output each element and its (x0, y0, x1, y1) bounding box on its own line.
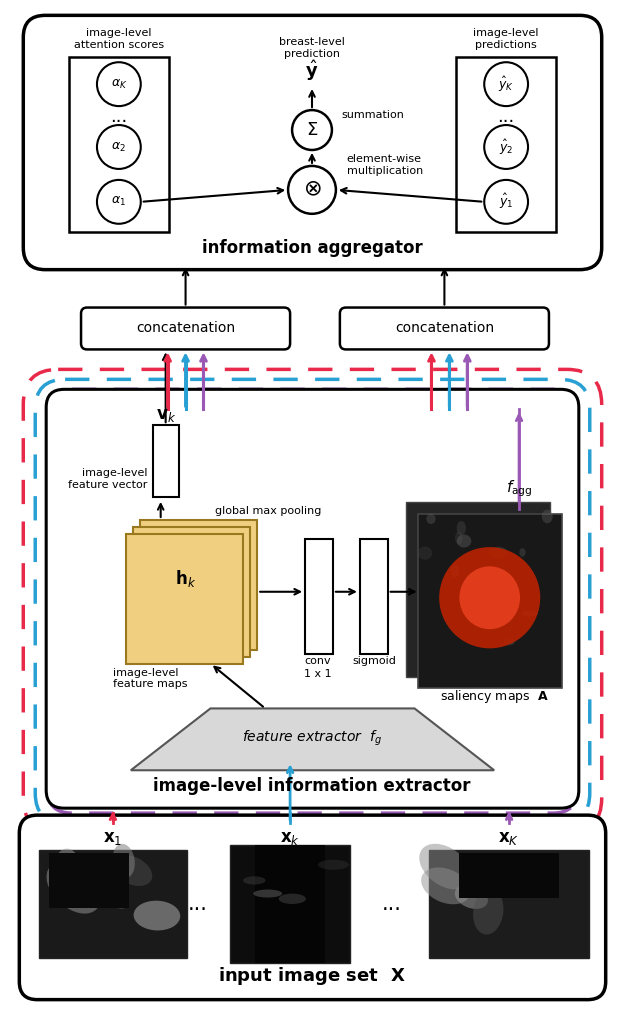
Text: $\alpha_K$: $\alpha_K$ (111, 78, 127, 91)
Text: summation: summation (342, 110, 405, 120)
Ellipse shape (457, 521, 466, 535)
Text: conv: conv (304, 656, 331, 666)
Ellipse shape (253, 890, 282, 898)
Ellipse shape (455, 532, 462, 544)
Ellipse shape (318, 860, 349, 870)
Ellipse shape (52, 849, 82, 895)
Text: information aggregator: information aggregator (202, 239, 422, 256)
Bar (456, 58, 556, 232)
Polygon shape (131, 708, 494, 770)
Bar (152, 425, 179, 497)
Ellipse shape (531, 866, 557, 894)
FancyBboxPatch shape (81, 308, 290, 349)
Circle shape (288, 165, 336, 214)
Ellipse shape (489, 547, 508, 558)
Ellipse shape (419, 844, 471, 889)
Text: sigmoid: sigmoid (352, 656, 397, 666)
Ellipse shape (112, 855, 152, 886)
Bar (406, 502, 550, 676)
Circle shape (97, 125, 141, 169)
Ellipse shape (421, 868, 471, 904)
FancyBboxPatch shape (23, 15, 602, 269)
Ellipse shape (451, 565, 459, 577)
Text: $\otimes$: $\otimes$ (302, 180, 321, 200)
Ellipse shape (106, 887, 128, 909)
Circle shape (484, 180, 528, 224)
Ellipse shape (439, 547, 540, 649)
Text: breast-level
prediction: breast-level prediction (279, 37, 345, 60)
Text: image-level
attention scores: image-level attention scores (74, 28, 164, 50)
Ellipse shape (112, 844, 135, 878)
Text: $\hat{y}_2$: $\hat{y}_2$ (499, 137, 513, 156)
Ellipse shape (134, 901, 180, 930)
Circle shape (97, 180, 141, 224)
Text: saliency maps  $\mathbf{A}$: saliency maps $\mathbf{A}$ (440, 688, 549, 705)
Text: $\mathbf{h}_k$: $\mathbf{h}_k$ (175, 568, 196, 589)
Bar (132, 527, 250, 657)
Text: ...: ... (498, 108, 515, 126)
Ellipse shape (457, 535, 471, 548)
Text: $\mathbf{x}_1$: $\mathbf{x}_1$ (103, 829, 122, 848)
Text: $\hat{y}_K$: $\hat{y}_K$ (498, 75, 514, 94)
Ellipse shape (519, 548, 526, 557)
Text: image-level
feature vector: image-level feature vector (68, 468, 148, 490)
Text: $\hat{y}_1$: $\hat{y}_1$ (499, 193, 513, 211)
Text: $\mathbf{v}_k$: $\mathbf{v}_k$ (156, 407, 176, 424)
Ellipse shape (418, 547, 432, 560)
Text: feature extractor  $f_g$: feature extractor $f_g$ (242, 728, 382, 748)
Ellipse shape (426, 514, 436, 524)
Bar (418, 514, 562, 688)
Bar (39, 850, 186, 958)
Bar (140, 520, 258, 650)
Ellipse shape (279, 894, 306, 904)
Text: ...: ... (110, 108, 128, 126)
Ellipse shape (46, 862, 101, 913)
Text: $\alpha_2$: $\alpha_2$ (111, 140, 126, 153)
Bar (49, 853, 129, 908)
Text: $\alpha_1$: $\alpha_1$ (111, 196, 126, 209)
Bar (360, 539, 388, 654)
Text: $\Sigma$: $\Sigma$ (306, 121, 318, 139)
FancyBboxPatch shape (46, 389, 579, 808)
Text: image-level
feature maps: image-level feature maps (113, 668, 188, 689)
Bar (231, 846, 350, 963)
Ellipse shape (473, 889, 504, 934)
Bar (305, 539, 333, 654)
Circle shape (292, 110, 332, 150)
Text: $\mathbf{x}_k$: $\mathbf{x}_k$ (280, 829, 300, 848)
Text: element-wise
multiplication: element-wise multiplication (347, 154, 423, 176)
Ellipse shape (542, 510, 552, 524)
Circle shape (97, 63, 141, 106)
Text: global max pooling: global max pooling (216, 506, 322, 516)
Bar (459, 853, 559, 898)
Circle shape (484, 125, 528, 169)
Text: $f_{\mathrm{agg}}$: $f_{\mathrm{agg}}$ (506, 478, 532, 499)
Text: concatenation: concatenation (136, 322, 235, 335)
Bar (69, 58, 169, 232)
Ellipse shape (455, 885, 488, 909)
Ellipse shape (504, 639, 515, 646)
Text: image-level
predictions: image-level predictions (473, 28, 539, 50)
Text: concatenation: concatenation (395, 322, 494, 335)
Text: image-level information extractor: image-level information extractor (153, 777, 471, 795)
Ellipse shape (512, 872, 528, 891)
Ellipse shape (466, 571, 484, 581)
Text: 1 x 1: 1 x 1 (304, 669, 332, 678)
Text: input image set  $\mathbf{X}$: input image set $\mathbf{X}$ (218, 965, 406, 987)
Text: ...: ... (382, 894, 402, 914)
Text: $\mathbf{x}_K$: $\mathbf{x}_K$ (499, 829, 520, 848)
Ellipse shape (522, 610, 538, 616)
Ellipse shape (243, 877, 266, 885)
Text: ...: ... (188, 894, 208, 914)
FancyBboxPatch shape (340, 308, 549, 349)
FancyBboxPatch shape (19, 815, 606, 1000)
Bar (126, 534, 243, 664)
Ellipse shape (459, 566, 520, 630)
Bar (429, 850, 589, 958)
Bar (255, 846, 325, 963)
Text: $\hat{\mathbf{y}}$: $\hat{\mathbf{y}}$ (306, 58, 319, 83)
Circle shape (484, 63, 528, 106)
